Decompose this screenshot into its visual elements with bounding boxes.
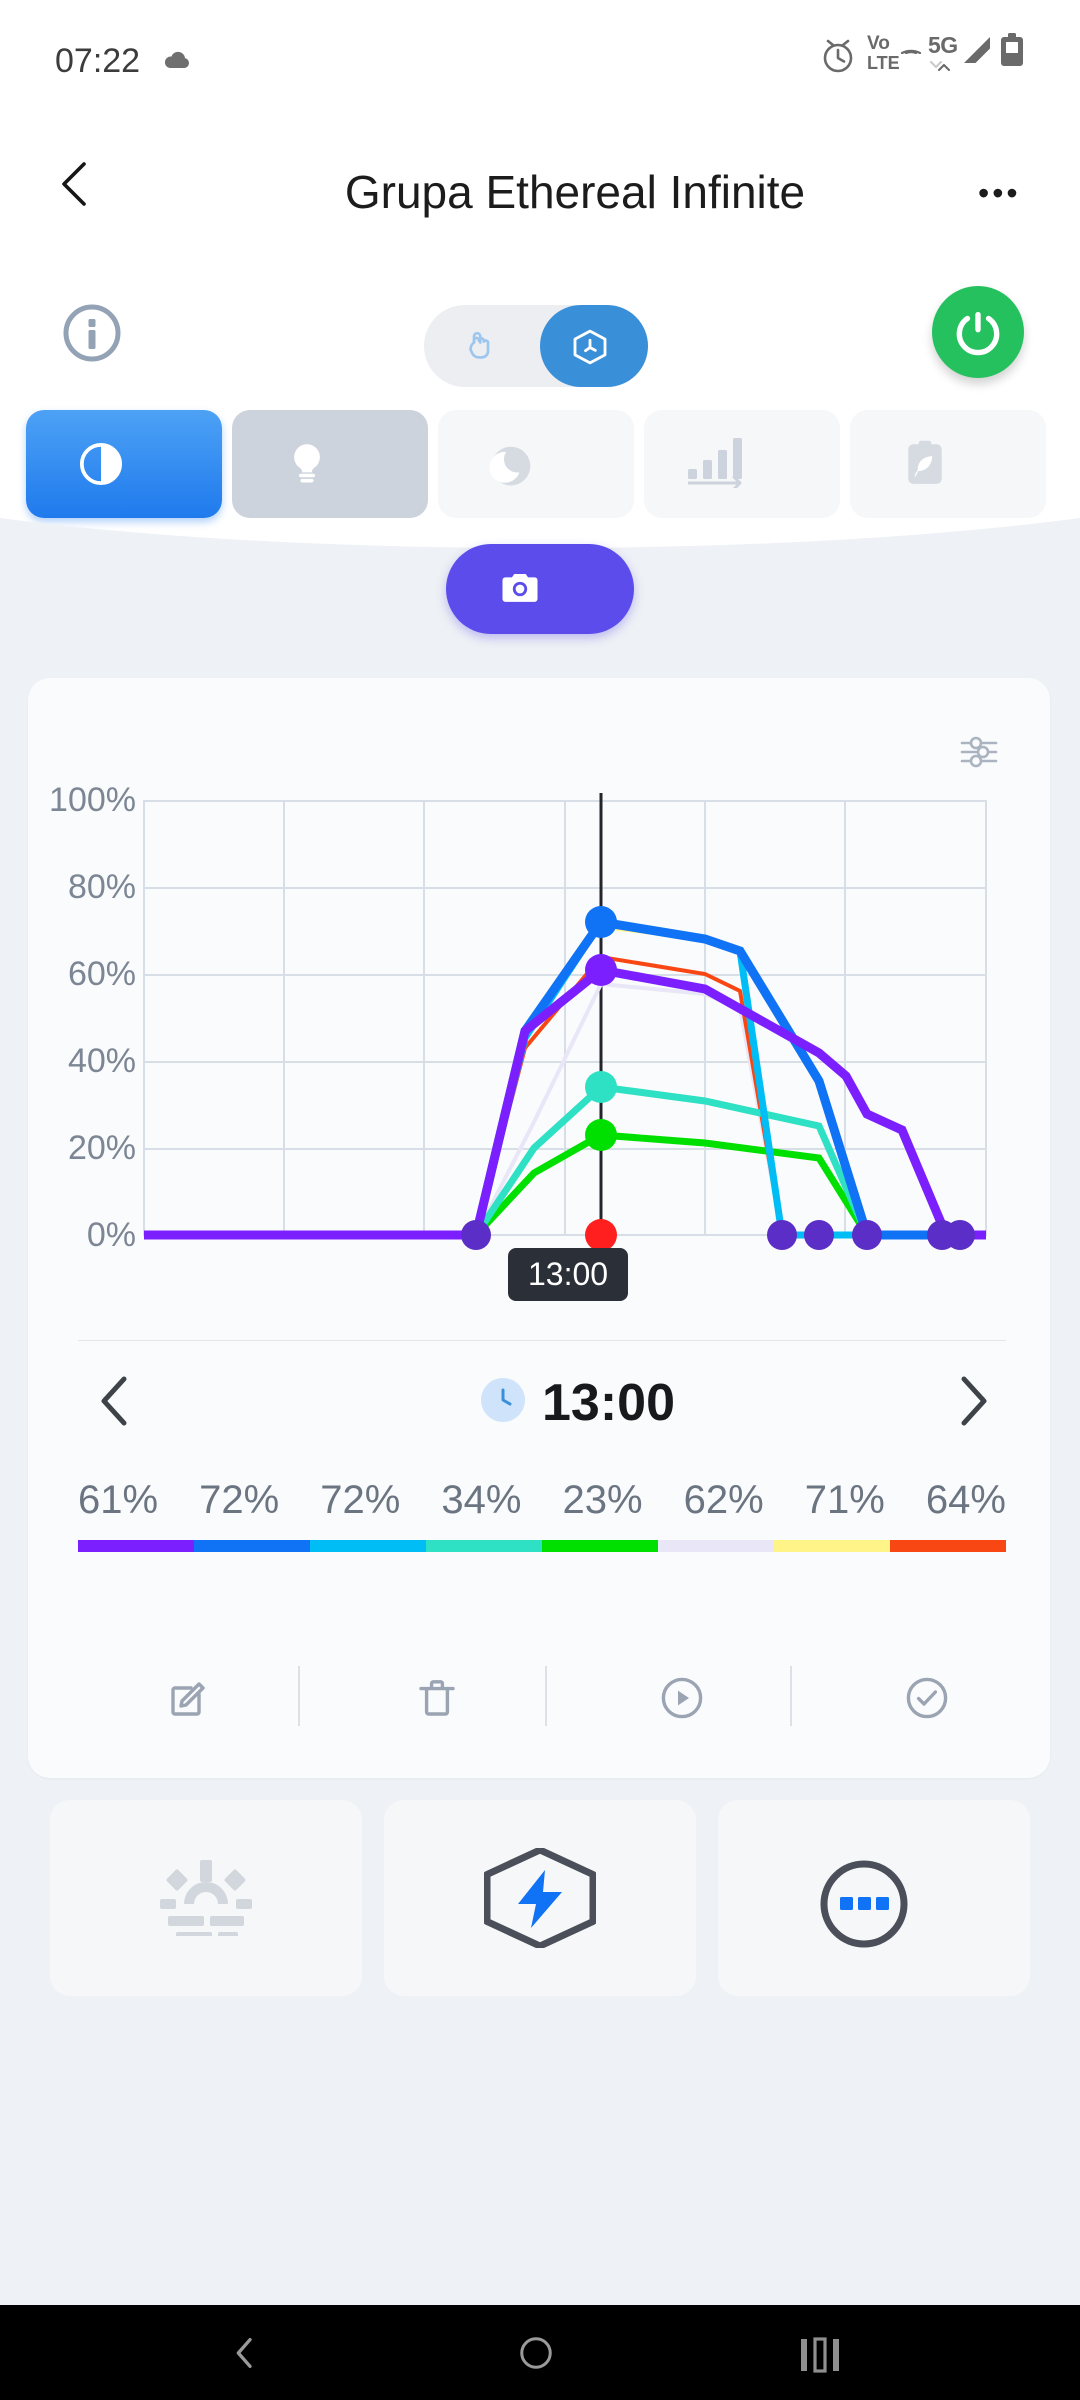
svg-text:0%: 0% xyxy=(87,1216,136,1254)
svg-text:80%: 80% xyxy=(68,868,136,906)
svg-text:40%: 40% xyxy=(68,1042,136,1080)
svg-text:60%: 60% xyxy=(68,955,136,993)
svg-text:100%: 100% xyxy=(49,781,136,819)
svg-text:20%: 20% xyxy=(68,1129,136,1167)
